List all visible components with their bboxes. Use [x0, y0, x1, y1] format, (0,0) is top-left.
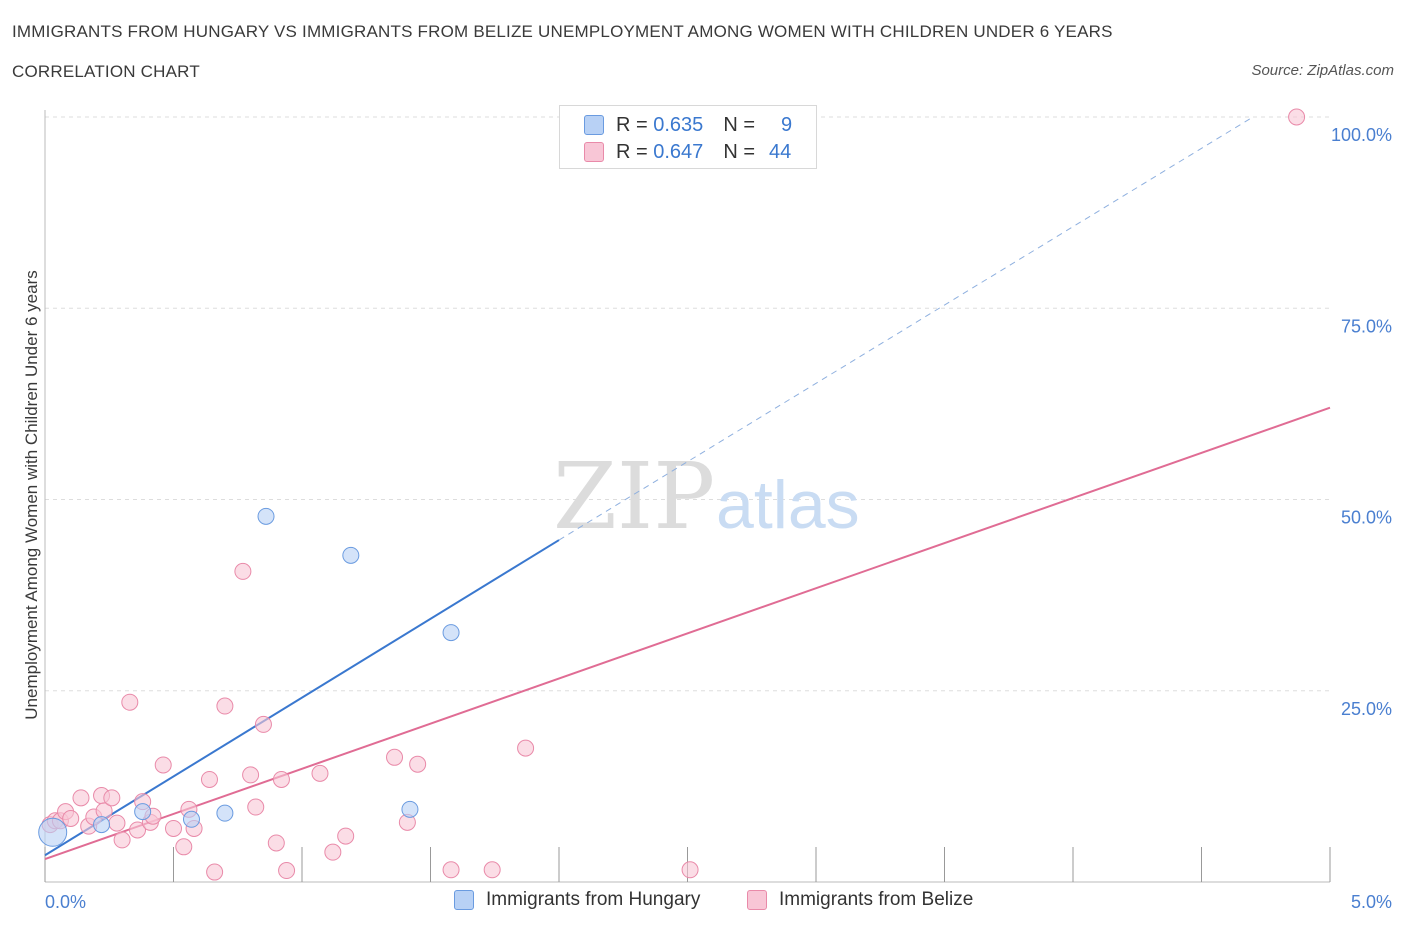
watermark-zip: ZIP — [553, 443, 715, 550]
belize-point — [234, 562, 252, 580]
tick-labels: 25.0% 50.0% 75.0% 100.0% 0.0% 5.0% — [45, 125, 1392, 912]
hungary-point — [442, 624, 460, 642]
r-label: R = — [616, 113, 648, 136]
belize-swatch — [584, 142, 604, 162]
belize-point — [103, 789, 121, 807]
belize-point — [442, 861, 460, 879]
belize-point — [121, 693, 139, 711]
axes — [44, 110, 1331, 883]
belize-point — [62, 810, 80, 828]
hungary-trend-extension — [558, 116, 1254, 541]
belize-point — [175, 838, 193, 856]
belize-trend-line — [44, 406, 1331, 860]
n-label: N = — [723, 140, 755, 163]
belize-point — [72, 789, 90, 807]
belize-point — [267, 834, 285, 852]
y-tick-label: 100.0% — [1331, 125, 1392, 145]
hungary-point — [38, 817, 68, 847]
belize-point — [409, 755, 427, 773]
belize-swatch — [747, 890, 767, 910]
zipatlas-watermark: ZIP atlas — [553, 443, 860, 550]
hungary-swatch — [454, 890, 474, 910]
bottom-legend-belize: Immigrants from Belize — [747, 889, 973, 911]
n-label: N = — [723, 113, 755, 136]
bottom-legend-hungary: Immigrants from Hungary — [454, 889, 700, 911]
x-tick-label-max: 5.0% — [1351, 892, 1392, 912]
belize-point — [254, 715, 272, 733]
belize-point — [206, 863, 224, 881]
n-value: 44 — [769, 140, 792, 163]
r-value: 0.647 — [653, 140, 704, 163]
belize-point — [247, 798, 265, 816]
belize-point — [272, 770, 290, 788]
belize-point — [216, 697, 234, 715]
hungary-trend-line — [44, 539, 560, 857]
hungary-point — [401, 800, 419, 818]
r-label: R = — [616, 140, 648, 163]
data-points — [38, 108, 1306, 881]
y-tick-label: 25.0% — [1341, 699, 1392, 719]
hungary-point — [216, 804, 234, 822]
legend-row-hungary: R = 0.635 N = 9 — [584, 112, 792, 138]
hungary-point — [257, 507, 275, 525]
x-tick-label-min: 0.0% — [45, 892, 86, 912]
watermark-atlas: atlas — [716, 467, 860, 543]
belize-point — [113, 831, 131, 849]
belize-point — [154, 756, 172, 774]
hungary-swatch — [584, 115, 604, 135]
belize-point — [386, 748, 404, 766]
chart-title: IMMIGRANTS FROM HUNGARY VS IMMIGRANTS FR… — [12, 22, 1113, 41]
gridlines — [45, 116, 1330, 692]
y-tick-label: 50.0% — [1341, 508, 1392, 528]
belize-point — [483, 861, 501, 879]
n-value: 9 — [781, 113, 793, 136]
belize-point — [129, 821, 147, 839]
belize-point — [681, 861, 699, 879]
stats-legend: R = 0.635 N = 9 R = 0.647 N = 44 — [559, 105, 817, 169]
hungary-point — [93, 816, 111, 834]
belize-point — [108, 814, 126, 832]
series-name: Immigrants from Belize — [779, 889, 974, 910]
belize-point — [311, 764, 329, 782]
source-label: Source: ZipAtlas.com — [1251, 62, 1394, 79]
belize-point — [200, 770, 218, 788]
hungary-point — [182, 810, 200, 828]
legend-row-belize: R = 0.647 N = 44 — [584, 139, 791, 165]
belize-point — [1288, 108, 1306, 126]
y-axis-label: Unemployment Among Women with Children U… — [22, 270, 41, 719]
r-value: 0.635 — [653, 113, 704, 136]
y-tick-label: 75.0% — [1341, 316, 1392, 336]
hungary-point — [342, 546, 360, 564]
belize-point — [517, 739, 535, 757]
trend-lines — [44, 116, 1331, 860]
chart-subtitle: CORRELATION CHART — [12, 62, 200, 81]
series-name: Immigrants from Hungary — [486, 889, 701, 910]
hungary-point — [134, 803, 152, 821]
belize-point — [324, 843, 342, 861]
belize-point — [165, 819, 182, 837]
belize-point — [278, 862, 296, 880]
belize-point — [242, 766, 260, 784]
belize-point — [337, 827, 355, 845]
